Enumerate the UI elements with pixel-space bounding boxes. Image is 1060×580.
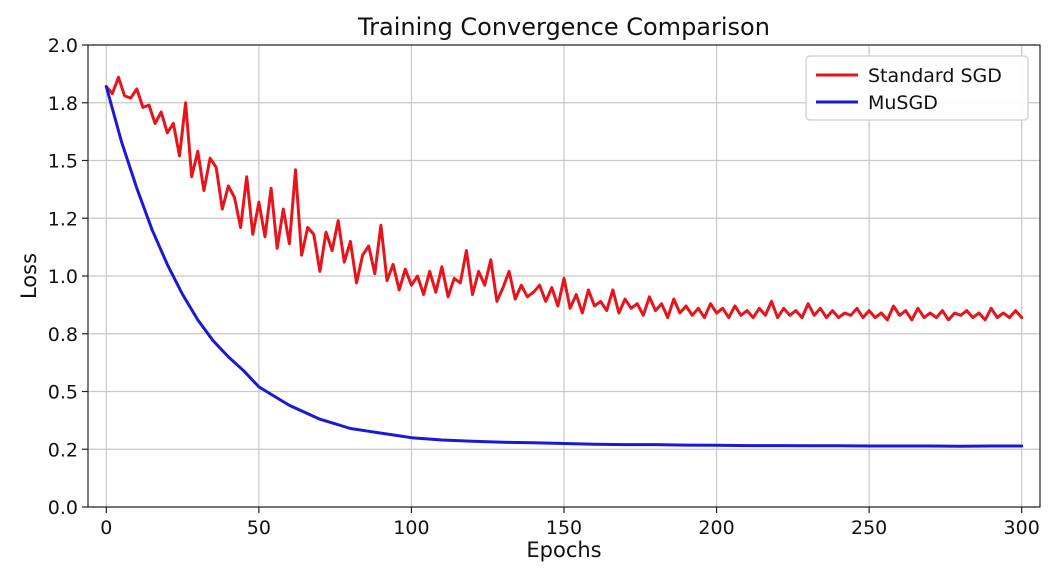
y-tick-label: 1.2: [48, 208, 78, 230]
y-tick-label: 0.0: [48, 497, 78, 519]
legend-label: Standard SGD: [868, 65, 1002, 87]
x-tick-label: 150: [546, 517, 582, 539]
x-tick-label: 250: [851, 517, 887, 539]
y-tick-label: 2.0: [48, 35, 78, 57]
x-tick-label: 300: [1004, 517, 1040, 539]
y-tick-label: 0.2: [48, 439, 78, 461]
x-tick-label: 100: [393, 517, 429, 539]
x-axis-title: Epochs: [526, 538, 601, 562]
y-tick-label: 1.8: [48, 93, 78, 115]
tick-layer: 0 50 100 150 200 250 300 0.0 0.2 0.5 0.8 1.0 1.2 1.5 1…: [48, 35, 1040, 539]
x-tick-label: 50: [247, 517, 271, 539]
x-tick-label: 0: [100, 517, 112, 539]
y-tick-label: 0.8: [48, 324, 78, 346]
series-line-musgd: [104, 85, 1024, 448]
legend-label: MuSGD: [868, 92, 938, 114]
y-axis-title: Loss: [17, 253, 41, 299]
series-line-standard-sgd: [104, 75, 1024, 322]
series-layer: [104, 75, 1024, 448]
y-tick-label: 1.0: [48, 266, 78, 288]
y-tick-label: 1.5: [48, 151, 78, 173]
chart-title: Training Convergence Comparison: [357, 13, 770, 41]
x-tick-label: 200: [698, 517, 734, 539]
legend-box: [805, 55, 1029, 121]
y-tick-label: 0.5: [48, 382, 78, 404]
legend: Standard SGD MuSGD: [805, 55, 1029, 121]
